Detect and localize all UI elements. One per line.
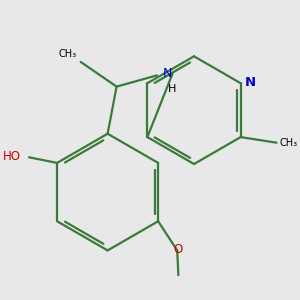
Text: HO: HO [3,150,21,163]
Text: H: H [167,84,176,94]
Text: N: N [245,76,256,88]
Text: O: O [174,243,183,256]
Text: CH₃: CH₃ [58,49,76,58]
Text: N: N [163,67,172,80]
Text: CH₃: CH₃ [280,138,298,148]
